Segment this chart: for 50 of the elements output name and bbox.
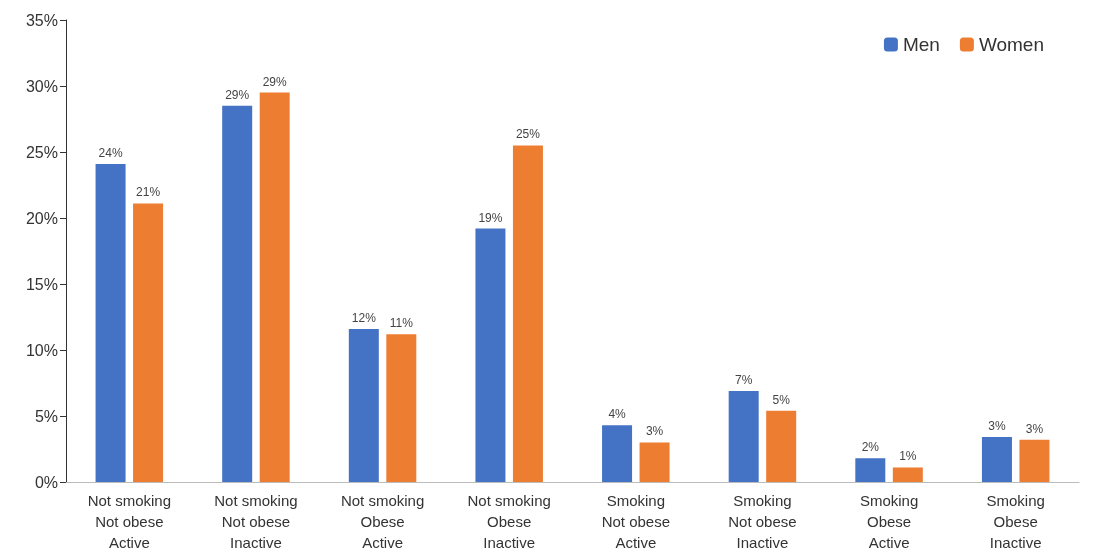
data-label: 2% (861, 440, 880, 455)
y-tick-label: 20% (25, 209, 58, 227)
data-label: 29% (262, 74, 288, 89)
x-tick-label: Not smoking Not obese Inactive (214, 492, 298, 551)
data-label: 12% (351, 310, 377, 325)
x-tick-label: Smoking Obese Active (859, 492, 919, 551)
bar (222, 105, 253, 482)
data-label: 5% (772, 392, 791, 407)
bar (981, 437, 1012, 482)
bar (639, 442, 670, 482)
bar (386, 334, 417, 482)
bar (1019, 439, 1050, 482)
data-label: 24% (98, 145, 123, 160)
y-tick-label: 0% (34, 473, 58, 491)
data-label: 25% (515, 127, 541, 142)
bar (892, 467, 923, 482)
bar (133, 203, 164, 482)
bar (475, 228, 506, 482)
y-tick-label: 15% (25, 275, 58, 293)
data-label: 3% (645, 424, 664, 439)
y-tick-label: 35% (25, 11, 58, 29)
data-label: 3% (1025, 421, 1044, 436)
y-tick-label: 25% (25, 143, 58, 161)
bar (728, 390, 759, 482)
y-tick-label: 10% (25, 341, 58, 359)
data-label: 7% (735, 372, 753, 387)
x-tick-label: Not smoking Obese Active (340, 492, 425, 551)
x-tick-label: Smoking Not obese Active (601, 492, 671, 551)
y-tick-label: 5% (34, 407, 58, 425)
x-tick-label: Smoking Not obese Inactive (728, 492, 797, 551)
x-tick-label: Smoking Obese Inactive (986, 492, 1045, 551)
data-label: 1% (899, 449, 917, 464)
data-label: 11% (389, 316, 414, 331)
data-label: 4% (608, 407, 627, 422)
x-tick-label: Not smoking Not obese Active (87, 492, 171, 551)
bar (95, 163, 126, 482)
legend-label: Women (978, 34, 1045, 55)
x-tick-label: Not smoking Obese Inactive (467, 492, 551, 551)
data-label: 21% (136, 185, 161, 200)
bar (259, 92, 290, 482)
bar (602, 425, 633, 482)
data-label: 3% (988, 419, 1006, 434)
legend-label: Men (902, 34, 940, 55)
data-label: 19% (478, 210, 503, 225)
bar (855, 458, 886, 482)
bar (512, 145, 543, 482)
y-tick-label: 30% (25, 77, 58, 95)
data-label: 29% (225, 87, 250, 102)
bar (348, 328, 379, 482)
bar (766, 410, 797, 482)
